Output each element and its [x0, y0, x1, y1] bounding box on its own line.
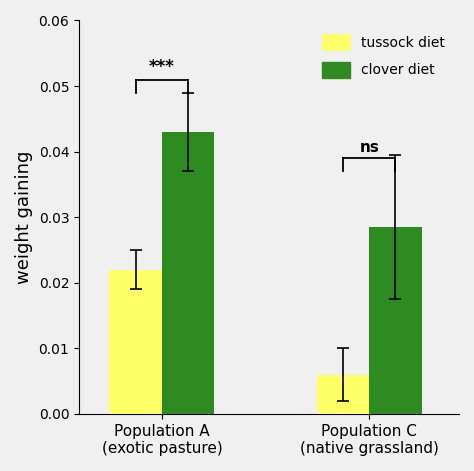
Y-axis label: weight gaining: weight gaining [15, 151, 33, 284]
Bar [109, 269, 162, 414]
Bar [369, 227, 422, 414]
Text: ***: *** [149, 58, 175, 76]
Bar [162, 132, 214, 414]
Text: ns: ns [359, 140, 379, 155]
Bar [317, 374, 369, 414]
Legend: tussock diet, clover diet: tussock diet, clover diet [315, 27, 452, 84]
